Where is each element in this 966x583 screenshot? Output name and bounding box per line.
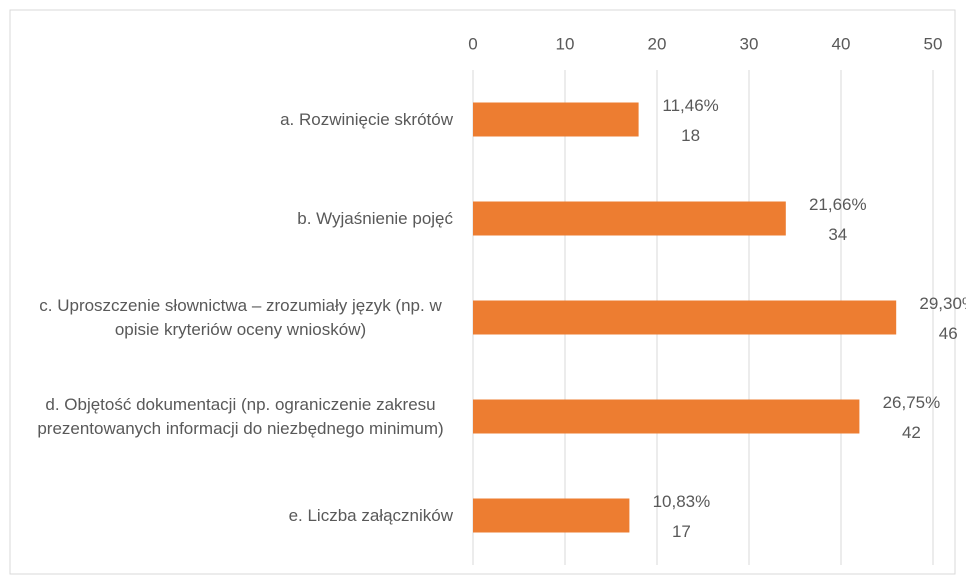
bar xyxy=(473,201,786,236)
value-label: 46 xyxy=(939,324,958,343)
bar xyxy=(473,498,630,533)
category-text: a. Rozwinięcie skrótów xyxy=(280,109,453,129)
percentage-label: 29,30% xyxy=(919,294,966,313)
frame xyxy=(9,9,956,575)
x-tick-label: 10 xyxy=(556,34,575,53)
value-label: 42 xyxy=(902,423,921,442)
category-text: e. Liczba załączników xyxy=(288,505,453,525)
bar xyxy=(473,102,639,137)
percentage-label: 11,46% xyxy=(662,96,718,115)
percentage-label: 21,66% xyxy=(809,195,867,214)
category-text: c. Uproszczenie słownictwa – zrozumiały … xyxy=(39,295,442,339)
value-label: 18 xyxy=(681,126,700,145)
category-text: d. Objętość dokumentacji (np. ograniczen… xyxy=(37,394,444,438)
x-tick-label: 20 xyxy=(648,34,667,53)
category-label: b. Wyjaśnienie pojęć xyxy=(15,207,453,231)
bar xyxy=(473,300,897,335)
x-tick-label: 40 xyxy=(832,34,851,53)
percentage-label: 26,75% xyxy=(883,393,941,412)
category-label: e. Liczba załączników xyxy=(15,504,453,528)
x-tick-label: 50 xyxy=(924,34,943,53)
x-tick-label: 30 xyxy=(740,34,759,53)
category-label: a. Rozwinięcie skrótów xyxy=(15,108,453,132)
value-label: 17 xyxy=(672,522,691,541)
value-label: 34 xyxy=(828,225,847,244)
category-label: d. Objętość dokumentacji (np. ograniczen… xyxy=(15,393,453,441)
percentage-label: 10,83% xyxy=(653,492,711,511)
x-tick-label: 0 xyxy=(468,34,477,53)
category-label: c. Uproszczenie słownictwa – zrozumiały … xyxy=(15,294,453,342)
bar xyxy=(473,399,860,434)
category-text: b. Wyjaśnienie pojęć xyxy=(297,208,453,228)
